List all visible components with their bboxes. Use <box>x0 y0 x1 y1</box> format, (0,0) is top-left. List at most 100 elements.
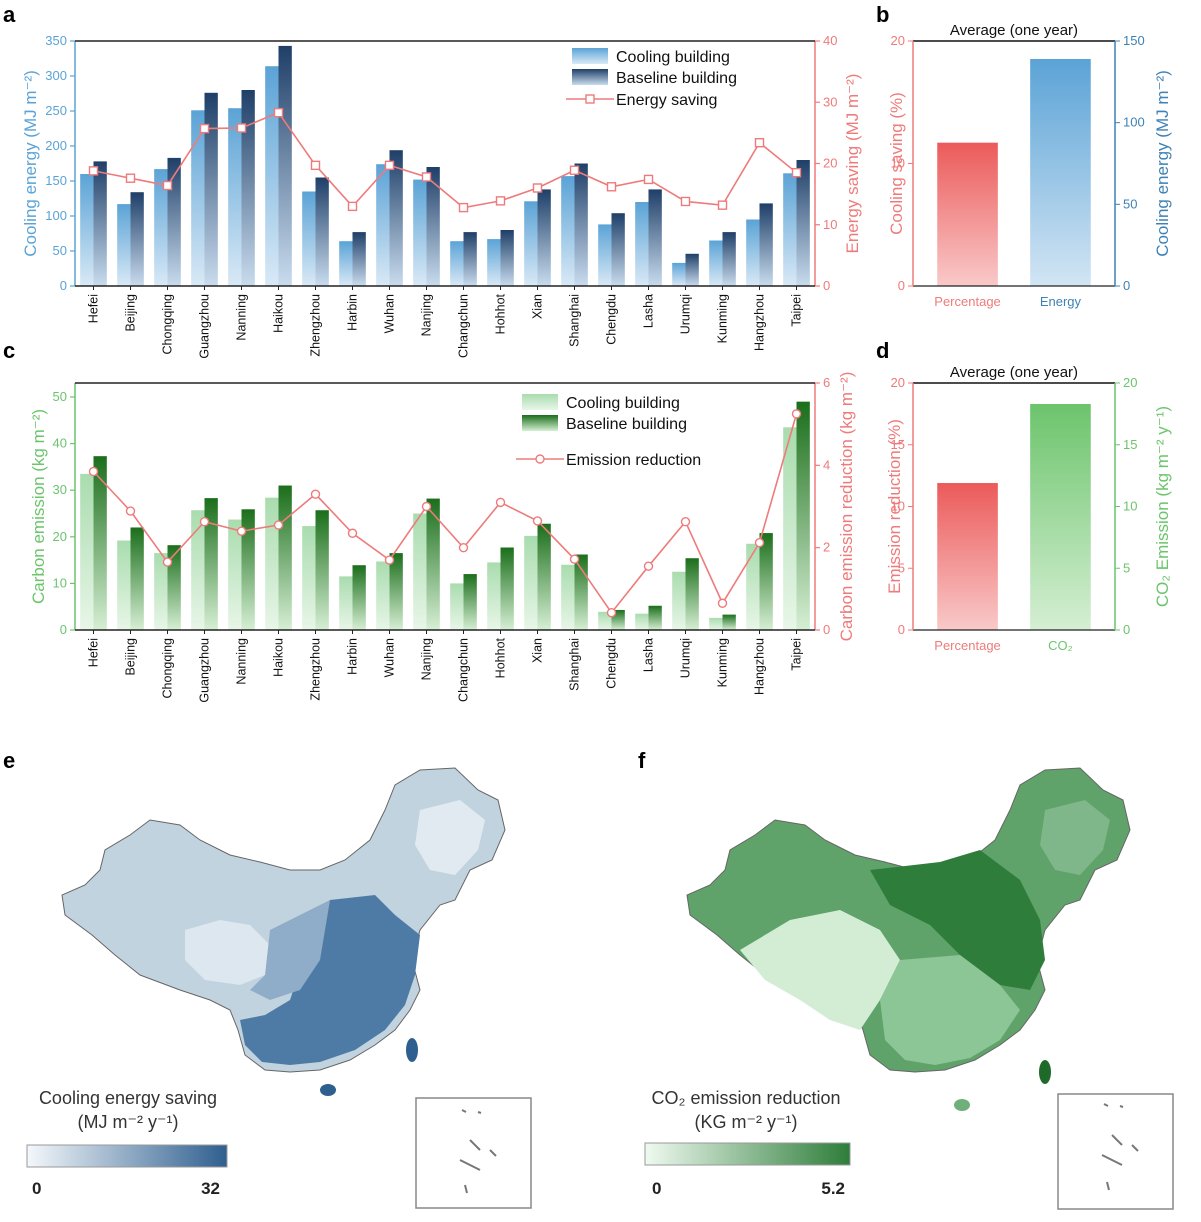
chart-b-average-energy: Average (one year) 0 10 20 0 50 100 150 Percenta… <box>887 22 1172 309</box>
bar-baseline-building-beijing <box>130 527 144 630</box>
y-tick-label-30: 30 <box>53 482 67 497</box>
bar-percentage <box>937 483 998 630</box>
marker-kunming <box>717 200 728 210</box>
map-region-south <box>880 955 1020 1065</box>
bar-baseline-building-chongqing <box>167 545 181 630</box>
x-tick-label-haikou: Haikou <box>272 638 286 677</box>
y-tick-label-15: 15 <box>891 437 905 452</box>
y-axis-label: Cooling energy (MJ m⁻²) <box>21 70 40 257</box>
x-tick-label-kunming: Kunming <box>716 294 730 343</box>
marker-wuhan <box>384 555 395 565</box>
legend-marker <box>535 454 545 464</box>
x-tick-label-harbin: Harbin <box>346 294 360 331</box>
map-region-central <box>250 900 330 1000</box>
x-tick-label-hangzhou: Hangzhou <box>753 638 767 695</box>
bar-baseline-building-xian <box>537 523 551 630</box>
bar-cooling-building-zhengzhou <box>302 191 316 286</box>
x-tick-label-beijing: Beijing <box>124 294 138 332</box>
marker-beijing <box>125 173 136 183</box>
legend-swatch-cooling <box>522 394 558 410</box>
marker-urumqi <box>680 517 691 527</box>
bar-baseline-building-hefei <box>93 161 107 286</box>
bar-cooling-building-xian <box>524 535 538 630</box>
map-region-northeast <box>415 800 485 875</box>
y-tick-label-5: 5 <box>898 560 905 575</box>
bar-baseline-building-haikou <box>278 45 292 287</box>
marker-nanning <box>236 526 247 536</box>
y2-axis-label: Carbon emission reduction (kg m⁻²) <box>837 372 856 642</box>
bar-cooling-building-chongqing <box>154 553 168 630</box>
legend-label-cooling: Cooling building <box>566 395 680 412</box>
legend-marker <box>585 94 595 104</box>
x-tick-label-hefei: Hefei <box>87 294 101 323</box>
bar-baseline-building-chongqing <box>167 157 181 286</box>
y2-tick-label-20: 20 <box>1123 375 1137 390</box>
y-tick-label-250: 250 <box>45 103 67 118</box>
bar-baseline-building-hefei <box>93 456 107 630</box>
y-tick-label-200: 200 <box>45 138 67 153</box>
y-tick-label-0: 0 <box>60 622 67 637</box>
legend-label-baseline: Baseline building <box>616 70 737 87</box>
bar-baseline-building-changchun <box>463 574 477 630</box>
y-tick-label-20: 20 <box>891 375 905 390</box>
bar-baseline-building-nanjing <box>426 167 440 286</box>
bar-baseline-building-nanning <box>241 509 255 630</box>
y-tick-label-0: 0 <box>898 278 905 293</box>
inset-islands-f <box>1101 1103 1139 1191</box>
bar-baseline-building-shanghai <box>574 554 588 630</box>
panel-letter-f: f <box>638 748 646 773</box>
map-region-northeast-f <box>1040 800 1110 875</box>
x-label-percentage: Percentage <box>934 638 1001 653</box>
legend-swatch-baseline <box>572 69 608 85</box>
marker-hangzhou <box>754 538 765 548</box>
marker-nanjing <box>421 172 432 182</box>
marker-chongqing <box>162 180 173 191</box>
x-tick-label-shanghai: Shanghai <box>568 638 582 691</box>
x-tick-label-zhengzhou: Zhengzhou <box>309 294 323 357</box>
map-f-co2-emission-reduction: CO₂ emission reduction (KG m⁻² y⁻¹) 0 5.… <box>644 767 1174 1210</box>
x-tick-label-beijing: Beijing <box>124 638 138 676</box>
map-f-title-line1: CO₂ emission reduction <box>651 1088 840 1108</box>
x-tick-label-changchun: Changchun <box>457 294 471 358</box>
bar-cooling-building-lasha <box>635 613 649 630</box>
map-region-highland <box>185 920 270 985</box>
bar-cooling-building-shanghai <box>561 564 575 630</box>
y-tick-label-20: 20 <box>53 529 67 544</box>
bar-baseline-building-urumqi <box>685 558 699 630</box>
x-tick-label-urumqi: Urumqi <box>679 638 693 678</box>
x-tick-label-urumqi: Urumqi <box>679 294 693 334</box>
x-label-co2: CO₂ <box>1048 638 1073 653</box>
bar-cooling-building-zhengzhou <box>302 526 316 630</box>
x-tick-label-hefei: Hefei <box>87 638 101 667</box>
colorbar-e-min: 0 <box>32 1179 41 1198</box>
legend-swatch-cooling <box>572 48 608 64</box>
y-tick-label-50: 50 <box>53 389 67 404</box>
colorbar-f-min: 0 <box>652 1179 661 1198</box>
x-label-energy: Energy <box>1040 294 1082 309</box>
marker-wuhan <box>384 160 395 171</box>
map-island-hainan <box>320 1084 336 1096</box>
chart-a-cooling-energy: 0 50 100 150 200 250 300 350 0 10 20 30 40 Hefei Beiji… <box>21 33 862 359</box>
map-inset-south-china-sea <box>415 1097 532 1209</box>
bar-baseline-building-hangzhou <box>759 533 773 630</box>
marker-shanghai <box>569 554 580 564</box>
x-tick-label-lasha: Lasha <box>642 294 656 328</box>
y2-tick-label-0: 0 <box>823 278 830 293</box>
bar-cooling-building-chengdu <box>598 224 612 286</box>
bar-cooling-building-nanning <box>228 519 242 630</box>
bar-baseline-building-xian <box>537 189 551 286</box>
y-tick-label-150: 150 <box>45 173 67 188</box>
legend-label-baseline: Baseline building <box>566 416 687 433</box>
legend-label-line: Emission reduction <box>566 452 701 469</box>
map-island-taiwan <box>406 1038 418 1062</box>
avg-title: Average (one year) <box>950 364 1078 381</box>
y-tick-label-100: 100 <box>45 208 67 223</box>
marker-beijing <box>125 506 136 516</box>
y-tick-label-300: 300 <box>45 68 67 83</box>
bar-cooling-building-kunming <box>709 617 723 630</box>
bar-cooling-building-haikou <box>265 66 279 286</box>
y-tick-label-50: 50 <box>53 243 67 258</box>
bar-baseline-building-wuhan <box>389 553 403 630</box>
inset-islands <box>459 1109 497 1194</box>
bar-energy <box>1030 58 1091 286</box>
